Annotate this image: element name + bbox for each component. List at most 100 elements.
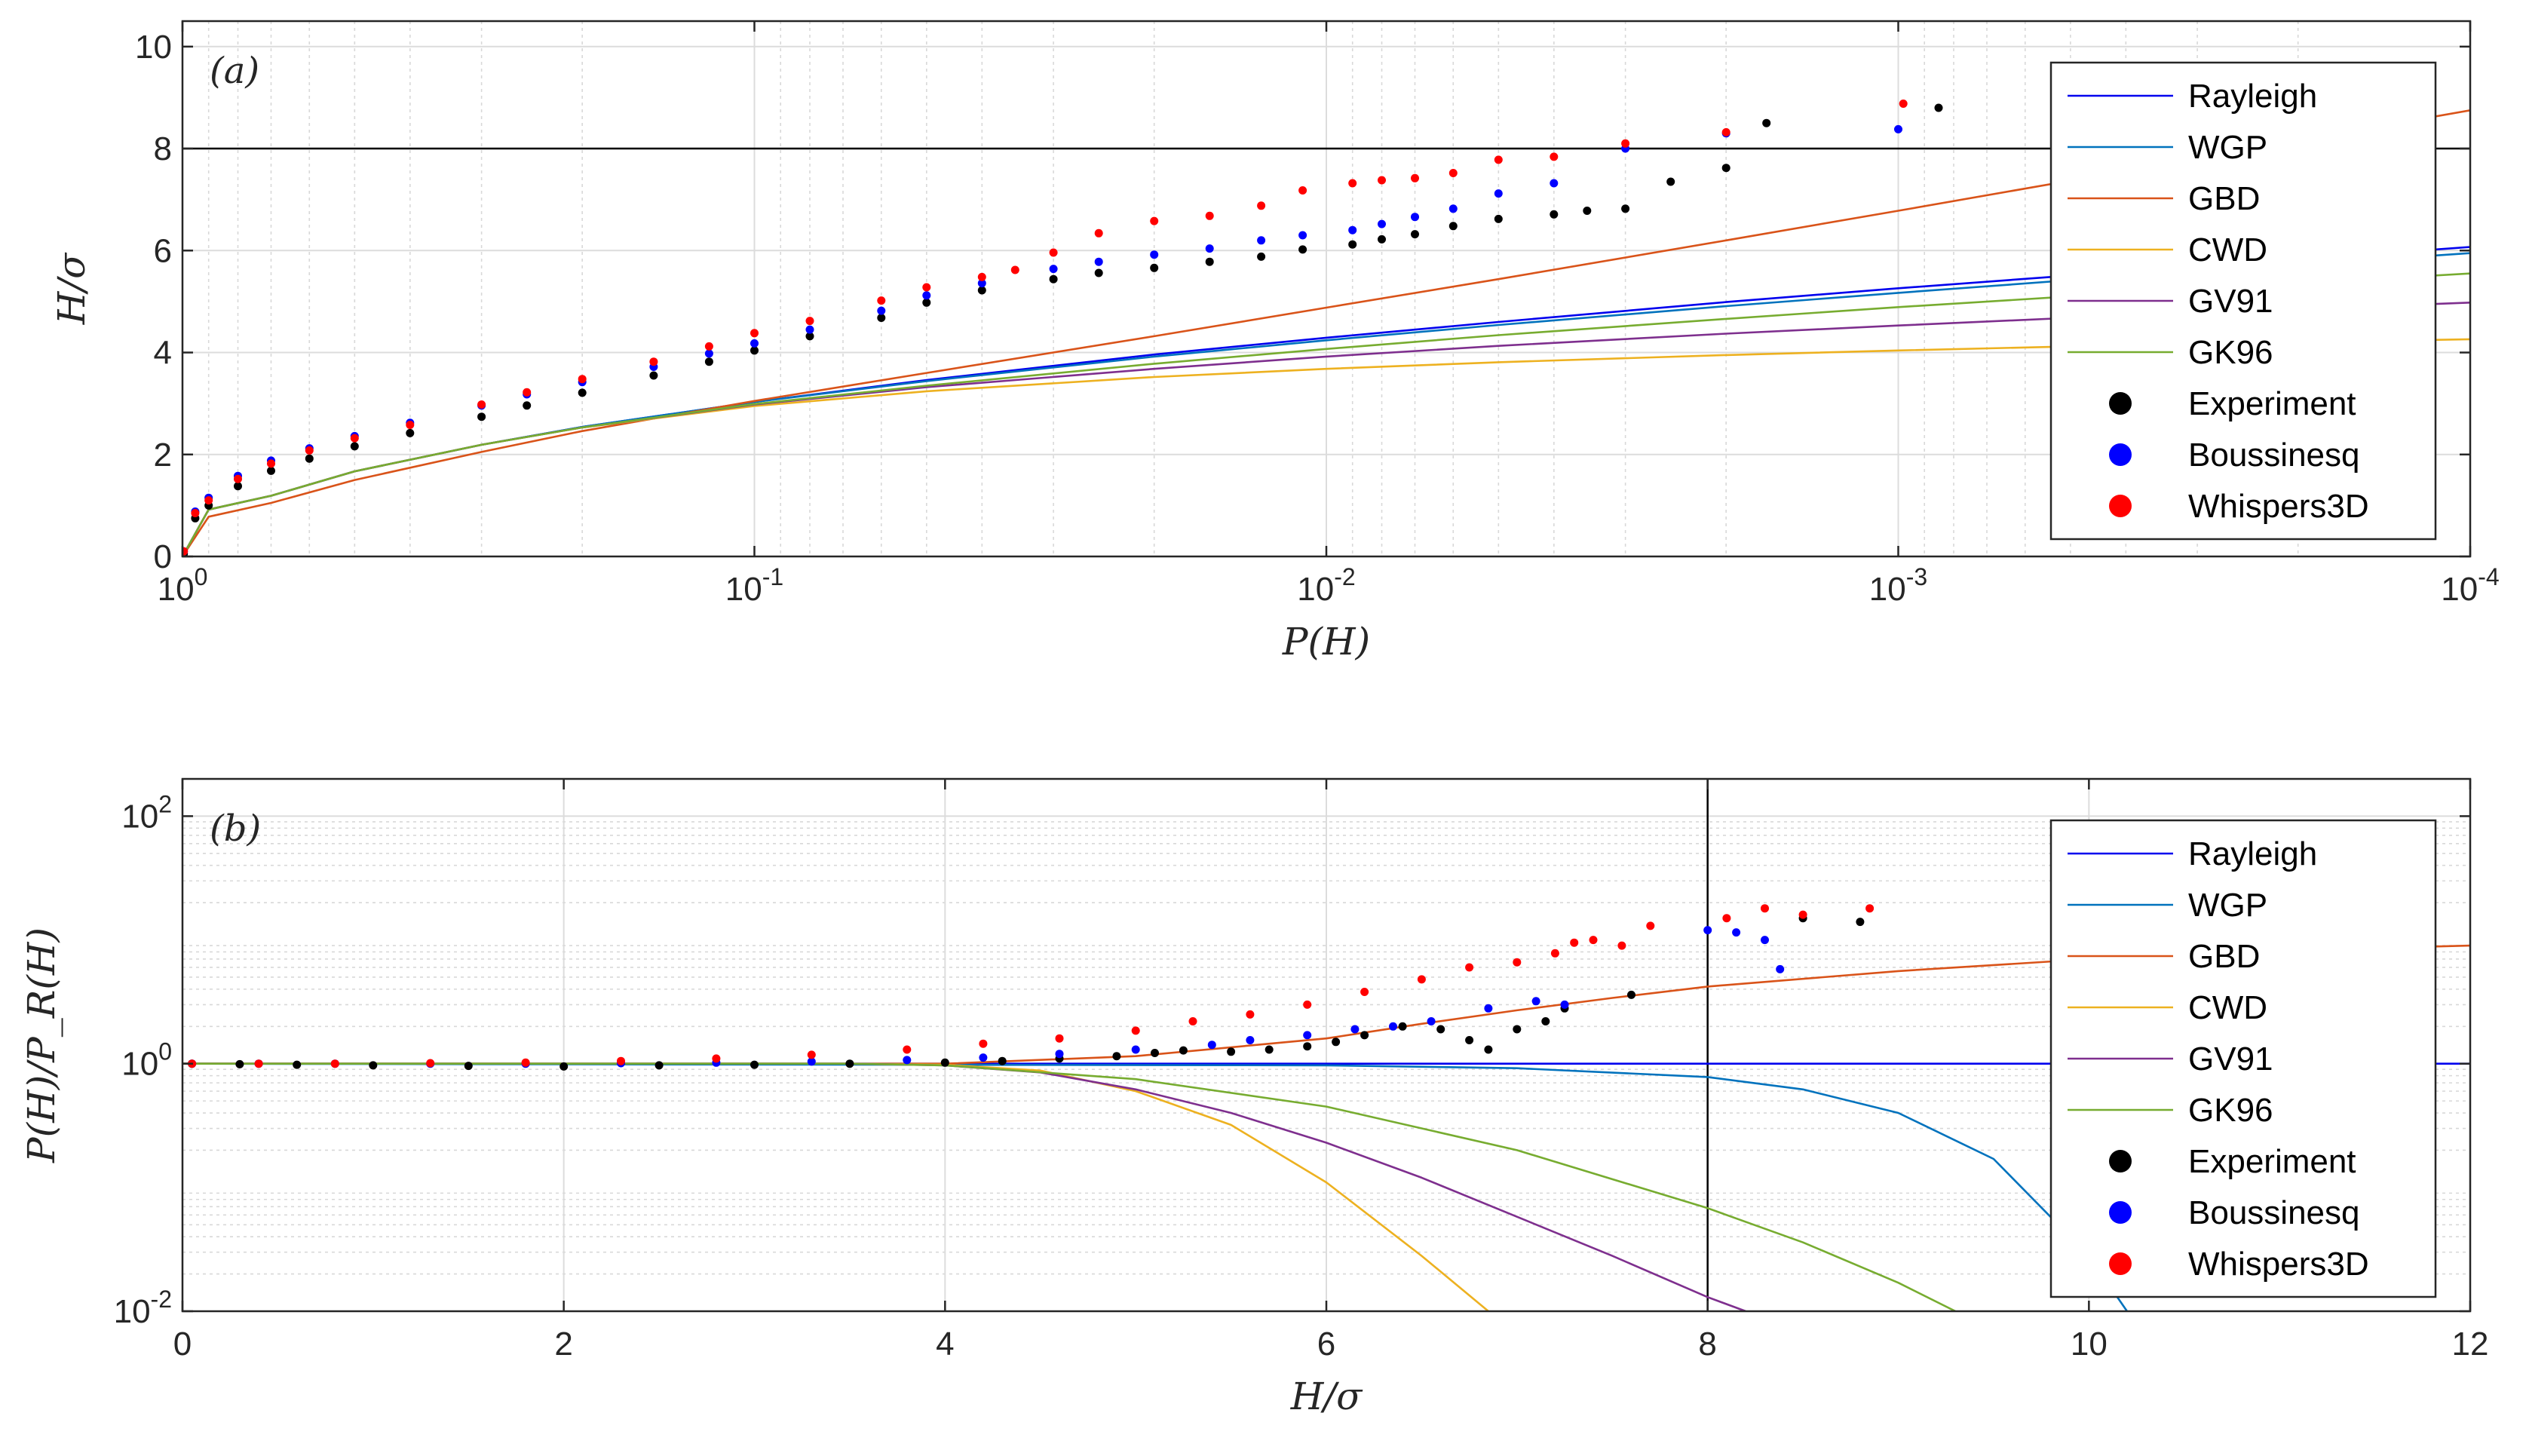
panel-a-boussinesq-point	[1348, 225, 1357, 234]
panel-a-legend-swatch-experiment	[2109, 392, 2132, 415]
panel-a-legend-label-gk96: GK96	[2188, 334, 2273, 371]
panel-a-whispers3d-point	[649, 357, 658, 366]
panel-b-experiment-point	[1627, 990, 1635, 999]
panel-a-boussinesq-point	[704, 349, 713, 358]
panel-a-x-tick-base: 10	[1297, 571, 1334, 608]
panel-a-whispers3d-point	[1621, 139, 1630, 148]
panel-b-legend-label-cwd: CWD	[2188, 989, 2267, 1026]
panel-b-whispers3d-point	[1589, 936, 1598, 945]
panel-a-whispers3d-point	[1049, 248, 1058, 257]
panel-a-x-tick-exponent: -1	[762, 563, 783, 590]
panel-b-experiment-point	[1265, 1045, 1274, 1054]
panel-b-x-tick-label: 8	[1698, 1326, 1716, 1363]
panel-b-y-tick-label: 10-2	[114, 1286, 172, 1330]
panel-a-whispers3d-point	[1448, 169, 1458, 177]
panel-a-boussinesq-point	[1550, 179, 1559, 188]
panel-a-experiment-point	[1621, 204, 1630, 213]
panel-b-whispers3d-point	[1360, 988, 1369, 996]
panel-b-experiment-point	[940, 1058, 949, 1067]
panel-b-x-tick-label: 6	[1317, 1326, 1335, 1363]
panel-a-x-tick-base: 10	[158, 571, 195, 608]
panel-b-experiment-point	[750, 1060, 759, 1069]
panel-b-boussinesq-point	[1531, 997, 1540, 1006]
panel-b-whispers3d-point	[1550, 949, 1559, 958]
panel-a-legend-label-whispers3d: Whispers3D	[2188, 488, 2369, 525]
panel-b-boussinesq-point	[1761, 936, 1769, 945]
panel-b-boussinesq-point	[1560, 1000, 1569, 1009]
panel-a-experiment-point	[704, 357, 713, 366]
panel-b-legend-item-gbd: GBD	[2068, 938, 2260, 975]
panel-b-whispers3d-point	[1646, 921, 1655, 930]
panel-a-boussinesq-point	[1494, 189, 1503, 198]
panel-a-boussinesq-point	[1411, 213, 1419, 222]
panel-b-boussinesq-point	[1484, 1004, 1493, 1013]
panel-b-legend-label-gv91: GV91	[2188, 1041, 2273, 1077]
panel-b-experiment-point	[1303, 1042, 1312, 1051]
panel-b-y-tick-label: 102	[121, 790, 172, 835]
panel-b-legend-label-gbd: GBD	[2188, 938, 2260, 975]
panel-b-boussinesq-point	[1246, 1036, 1255, 1044]
panel-b-grid	[182, 779, 2470, 1311]
panel-a-whispers3d-point	[977, 272, 986, 281]
panel-b-legend-label-whispers3d: Whispers3D	[2188, 1246, 2369, 1283]
panel-a-boussinesq-point	[1205, 244, 1214, 253]
panel-b-whispers3d-point	[1617, 941, 1626, 950]
panel-a-experiment-point	[977, 286, 986, 295]
panel-a-boussinesq-point	[805, 325, 814, 334]
panel-a-legend-label-cwd: CWD	[2188, 231, 2267, 268]
panel-a-legend-label-rayleigh: Rayleigh	[2188, 78, 2317, 115]
panel-b-whispers3d-point	[1055, 1034, 1064, 1043]
panel-a-whispers3d-point	[578, 375, 587, 384]
panel-a-x-tick-label: 10-4	[2441, 563, 2499, 608]
panel-a-y-axis-label: H/σ	[50, 252, 93, 325]
panel-a-whispers3d-point	[1721, 127, 1730, 136]
panel-b-experiment-point	[1151, 1049, 1159, 1057]
panel-b-experiment-point	[1436, 1025, 1445, 1034]
panel-a-legend-item-experiment: Experiment	[2109, 385, 2356, 422]
panel-a-experiment-point	[267, 466, 275, 475]
panel-b-whispers3d-point	[1798, 910, 1807, 919]
panel-b-boussinesq-point	[1303, 1031, 1312, 1040]
panel-b-boussinesq-point	[1732, 928, 1741, 937]
panel-b-whispers3d-point	[1465, 963, 1474, 972]
panel-a-legend-item-cwd: CWD	[2068, 231, 2267, 268]
panel-b-legend-label-experiment: Experiment	[2188, 1143, 2356, 1180]
panel-a-whispers3d-point	[350, 434, 359, 443]
panel-a-boussinesq-point	[1448, 204, 1458, 213]
panel-a-experiment-point	[1094, 268, 1103, 277]
panel-a-whispers3d-point	[1094, 228, 1103, 238]
panel-b-boussinesq-point	[1427, 1017, 1436, 1025]
panel-a-whispers3d-point	[204, 496, 213, 505]
panel-a-experiment-point	[1721, 164, 1730, 173]
panel-a-experiment-point	[750, 346, 759, 355]
panel-a-whispers3d-point	[523, 388, 532, 397]
panel-b-whispers3d-point	[1513, 958, 1522, 967]
panel-a-experiment-point	[1448, 222, 1458, 231]
panel-b-y-tick-exponent: 0	[158, 1038, 172, 1065]
panel-b-series-whispers3d-points	[188, 904, 1875, 1068]
panel-b-experiment-point	[654, 1061, 664, 1070]
panel-a-experiment-point	[477, 412, 486, 421]
panel-b-experiment-point	[998, 1056, 1007, 1065]
panel-b-whispers3d-point	[1131, 1026, 1140, 1035]
panel-a-boussinesq-point	[877, 306, 886, 315]
panel-a-legend-label-experiment: Experiment	[2188, 385, 2356, 422]
panel-a-experiment-point	[1049, 274, 1058, 284]
panel-a-y-tick-label: 0	[154, 538, 172, 575]
panel-a-legend-label-wgp: WGP	[2188, 129, 2267, 166]
panel-a-experiment-point	[649, 371, 658, 380]
panel-b-experiment-point	[369, 1061, 378, 1070]
panel-a-whispers3d-point	[750, 329, 759, 338]
panel-b-experiment-point	[1856, 918, 1865, 927]
panel-a-experiment-point	[305, 454, 314, 463]
panel-a-whispers3d-point	[1298, 186, 1307, 195]
panel-a-experiment-point	[1762, 118, 1771, 127]
panel-b-legend-label-boussinesq: Boussinesq	[2188, 1194, 2359, 1231]
panel-b-whispers3d-point	[903, 1045, 912, 1054]
panel-b-boussinesq-point	[1207, 1041, 1216, 1050]
panel-a-experiment-point	[1583, 207, 1592, 215]
panel-a-experiment-point	[523, 401, 532, 410]
panel-a-boussinesq-point	[1094, 257, 1103, 266]
